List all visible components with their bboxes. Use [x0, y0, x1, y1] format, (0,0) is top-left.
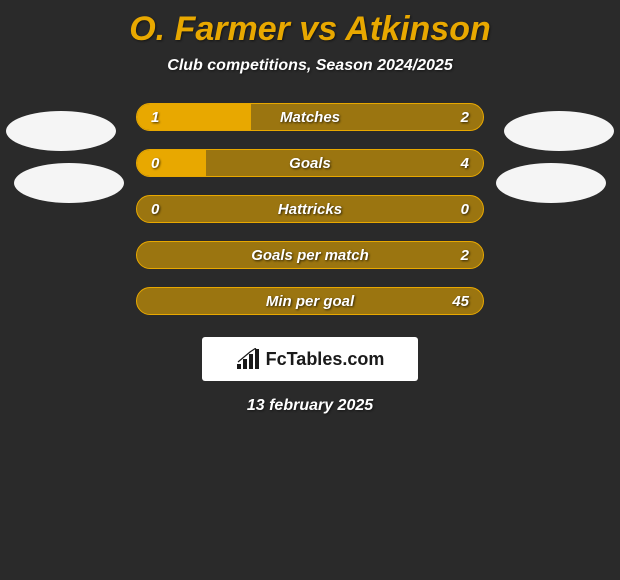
stat-label: Goals [137, 155, 483, 172]
stat-bars: 1 Matches 2 0 Goals 4 0 Hattricks 0 Goal… [136, 103, 484, 315]
stat-label: Hattricks [137, 201, 483, 218]
player-left-avatar-1 [6, 111, 116, 151]
source-badge: FcTables.com [202, 337, 418, 381]
stat-bar-matches: 1 Matches 2 [136, 103, 484, 131]
stat-bar-hattricks: 0 Hattricks 0 [136, 195, 484, 223]
stat-label: Matches [137, 109, 483, 126]
player-left-avatar-2 [14, 163, 124, 203]
subtitle: Club competitions, Season 2024/2025 [0, 57, 620, 103]
stat-label: Min per goal [137, 293, 483, 310]
stat-right-value: 2 [461, 247, 469, 264]
date-text: 13 february 2025 [0, 381, 620, 415]
fctables-icon [236, 348, 262, 370]
player-right-avatar-2 [496, 163, 606, 203]
stat-bar-goals: 0 Goals 4 [136, 149, 484, 177]
player-right-avatar-1 [504, 111, 614, 151]
stat-right-value: 45 [452, 293, 469, 310]
stat-label: Goals per match [137, 247, 483, 264]
stat-right-value: 4 [461, 155, 469, 172]
stat-right-value: 0 [461, 201, 469, 218]
comparison-area: 1 Matches 2 0 Goals 4 0 Hattricks 0 Goal… [0, 103, 620, 415]
page-title: O. Farmer vs Atkinson [0, 0, 620, 57]
stat-right-value: 2 [461, 109, 469, 126]
stat-bar-goals-per-match: Goals per match 2 [136, 241, 484, 269]
stat-bar-min-per-goal: Min per goal 45 [136, 287, 484, 315]
source-text: FcTables.com [266, 349, 385, 370]
